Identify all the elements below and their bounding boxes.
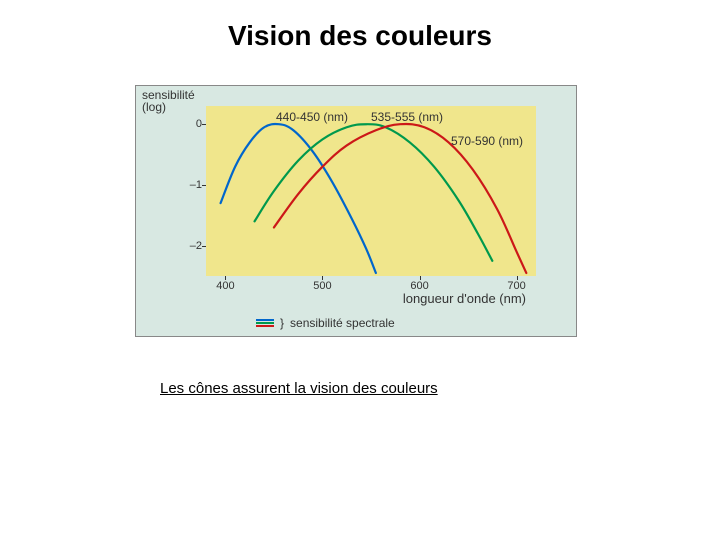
curves-svg	[206, 106, 536, 276]
peak-label: 440-450 (nm)	[276, 110, 348, 124]
chart-figure: sensibilité (log) 0–1–2 400500600700 440…	[135, 85, 577, 337]
legend-color-line	[256, 325, 274, 327]
caption: Les cônes assurent la vision des couleur…	[160, 380, 438, 397]
y-tick-mark	[202, 246, 206, 247]
legend-swatch	[256, 319, 274, 327]
slide-title: Vision des couleurs	[0, 20, 720, 52]
y-axis-label-2: (log)	[142, 100, 166, 114]
y-tick-mark	[202, 124, 206, 125]
x-tick-mark	[517, 276, 518, 280]
x-tick-label: 500	[313, 280, 331, 292]
legend: } sensibilité spectrale	[256, 316, 395, 330]
x-tick-mark	[420, 276, 421, 280]
x-axis-label: longueur d'onde (nm)	[403, 291, 526, 306]
legend-color-line	[256, 319, 274, 321]
plot-area	[206, 106, 536, 276]
x-tick-mark	[225, 276, 226, 280]
y-tick-label: –2	[182, 240, 202, 252]
y-tick-mark	[202, 185, 206, 186]
peak-label: 570-590 (nm)	[451, 134, 523, 148]
x-tick-mark	[322, 276, 323, 280]
curve-s-cone	[221, 124, 376, 273]
y-tick-label: –1	[182, 179, 202, 191]
peak-label: 535-555 (nm)	[371, 110, 443, 124]
y-tick-label: 0	[182, 118, 202, 130]
legend-label: sensibilité spectrale	[290, 316, 395, 330]
legend-color-line	[256, 322, 274, 324]
x-tick-label: 400	[216, 280, 234, 292]
